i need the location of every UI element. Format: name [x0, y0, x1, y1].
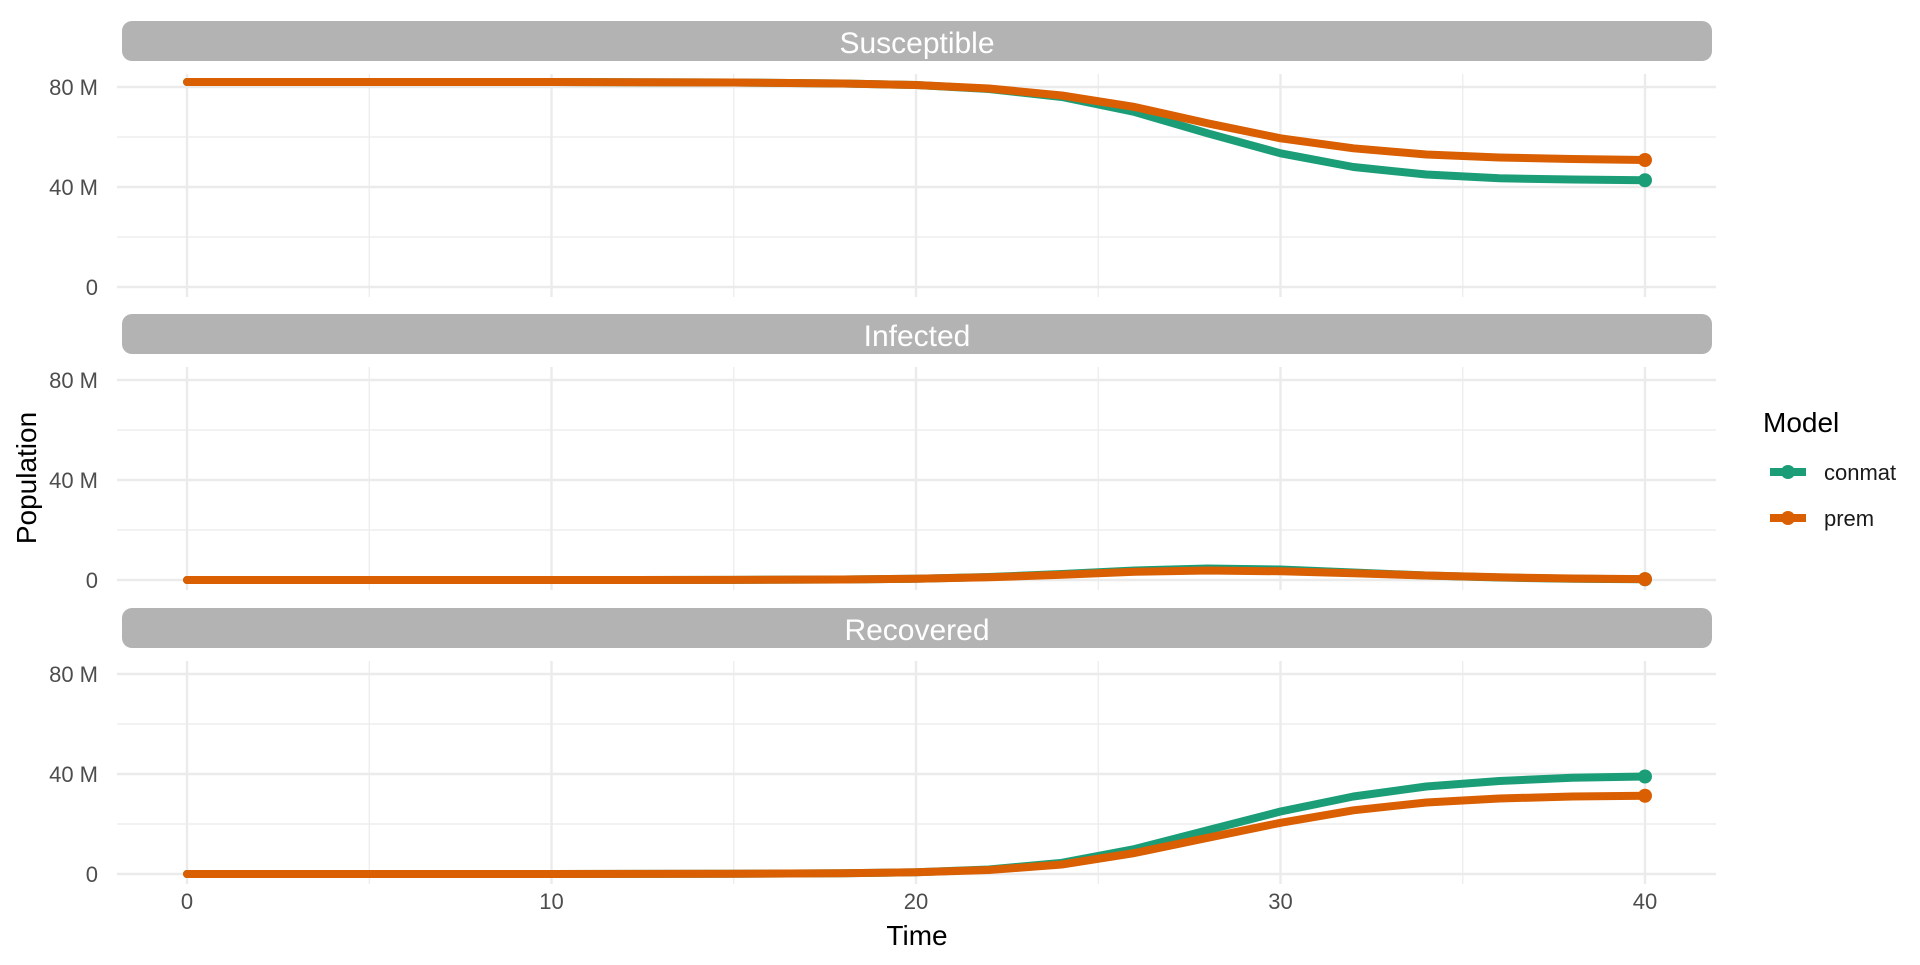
x-tick-label: 20 [904, 889, 928, 914]
x-axis-title: Time [886, 920, 947, 951]
y-tick-label: 40 M [49, 762, 98, 787]
chart-panels: 0 40 M 80 M Susceptible 0 40 M 80 M Infected 0 40… [49, 21, 1716, 887]
series-line-prem [183, 566, 1649, 584]
strip-background [122, 608, 1712, 648]
legend-label-conmat: conmat [1824, 460, 1896, 485]
legend-title: Model [1763, 407, 1839, 438]
strip-title: Recovered [844, 614, 989, 647]
y-tick-label: 0 [86, 862, 98, 887]
legend: Model conmat prem [1763, 407, 1896, 531]
series-line-prem [183, 78, 1649, 164]
end-point-conmat [1638, 769, 1652, 784]
legend-label-prem: prem [1824, 506, 1874, 531]
legend-key-point-conmat [1781, 465, 1795, 479]
end-point-conmat [1638, 173, 1652, 188]
strip-title: Infected [864, 320, 971, 353]
y-tick-label: 40 M [49, 468, 98, 493]
series-line-prem [183, 791, 1649, 878]
y-tick-label: 40 M [49, 175, 98, 200]
panel-susceptible: 0 40 M 80 M Susceptible [49, 21, 1716, 300]
y-tick-label: 80 M [49, 75, 98, 100]
y-tick-label: 80 M [49, 662, 98, 687]
panel-recovered: 0 40 M 80 M Recovered [49, 608, 1716, 887]
x-tick-label: 40 [1633, 889, 1657, 914]
y-tick-label: 0 [86, 275, 98, 300]
y-tick-label: 0 [86, 568, 98, 593]
strip-background [122, 314, 1712, 354]
end-point-prem [1638, 153, 1652, 167]
y-axis-title: Population [11, 412, 42, 544]
x-axis: 0 10 20 30 40 [181, 889, 1657, 914]
x-tick-label: 30 [1268, 889, 1292, 914]
x-tick-label: 0 [181, 889, 193, 914]
y-tick-label: 80 M [49, 368, 98, 393]
legend-key-point-prem [1781, 511, 1795, 525]
strip-background [122, 21, 1712, 61]
panel-infected: 0 40 M 80 M Infected [49, 314, 1716, 593]
x-tick-label: 10 [539, 889, 563, 914]
strip-title: Susceptible [839, 27, 994, 60]
end-point-prem [1638, 572, 1652, 587]
end-point-prem [1638, 788, 1652, 803]
